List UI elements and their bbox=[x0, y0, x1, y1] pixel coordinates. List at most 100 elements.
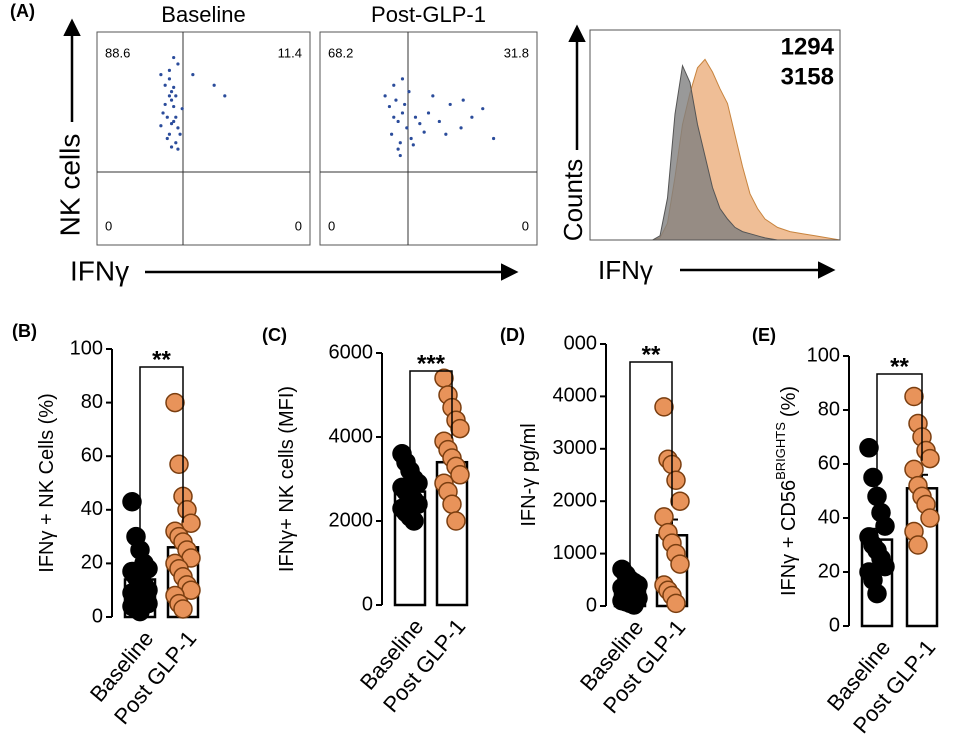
y-tick-label: 0 bbox=[586, 594, 597, 616]
y-axis-label-part: IFNγ + NK Cells (%) bbox=[36, 393, 58, 572]
y-axis-label-part: BRIGHTS bbox=[773, 422, 788, 480]
data-point bbox=[122, 492, 142, 512]
data-point bbox=[654, 397, 674, 417]
data-point bbox=[450, 465, 470, 485]
y-tick-label: 000 bbox=[564, 332, 597, 354]
y-tick-label: 2000 bbox=[329, 509, 374, 531]
event-dot bbox=[422, 130, 426, 134]
event-dot bbox=[437, 119, 441, 124]
data-point bbox=[920, 508, 940, 528]
data-point bbox=[670, 554, 690, 574]
quadrant-value: 11.4 bbox=[278, 45, 302, 60]
y-tick-label: 2000 bbox=[553, 489, 598, 511]
event-dot bbox=[180, 107, 184, 111]
event-dot bbox=[165, 136, 169, 141]
event-dot bbox=[396, 147, 400, 151]
data-point bbox=[169, 454, 189, 474]
event-dot bbox=[392, 115, 396, 119]
y-tick-label: 0 bbox=[92, 605, 103, 627]
event-dot bbox=[167, 77, 172, 81]
event-dot bbox=[223, 94, 227, 98]
significance-label: ** bbox=[890, 353, 909, 380]
event-dot bbox=[444, 132, 448, 136]
event-dot bbox=[396, 119, 400, 124]
event-dot bbox=[174, 141, 178, 145]
data-point bbox=[404, 511, 424, 531]
data-point bbox=[181, 513, 201, 533]
y-tick-label: 4000 bbox=[329, 425, 374, 447]
event-dot bbox=[392, 83, 396, 87]
quadrant-value: 0 bbox=[328, 218, 335, 233]
y-tick-label: 0 bbox=[362, 593, 373, 615]
y-axis-label: NK cells bbox=[54, 134, 85, 237]
quadrant-value: 68.2 bbox=[328, 45, 353, 60]
event-dot bbox=[167, 132, 172, 136]
y-axis-label: IFNγ+ NK cells (MFI) bbox=[276, 386, 298, 572]
event-dot bbox=[398, 141, 402, 145]
event-dot bbox=[461, 98, 465, 102]
y-tick-label: 100 bbox=[807, 344, 840, 366]
y-tick-label: 6000 bbox=[329, 341, 374, 363]
data-point bbox=[442, 494, 462, 514]
data-point bbox=[130, 601, 150, 622]
y-axis-label-part: IFNγ+ NK cells (MFI) bbox=[276, 386, 298, 572]
significance-label: ** bbox=[152, 346, 171, 373]
panel-label: (C) bbox=[262, 325, 287, 345]
event-dot bbox=[394, 98, 398, 102]
y-tick-label: 40 bbox=[818, 506, 840, 528]
panel-label: (B) bbox=[12, 321, 37, 341]
event-dot bbox=[167, 68, 172, 72]
event-dot bbox=[172, 104, 176, 109]
quadrant-value: 0 bbox=[295, 218, 302, 233]
x-axis-label: IFNγ bbox=[598, 255, 653, 285]
event-dot bbox=[470, 115, 474, 119]
event-dot bbox=[169, 121, 174, 126]
y-tick-label: 80 bbox=[818, 398, 840, 420]
data-point bbox=[165, 392, 185, 413]
event-dot bbox=[418, 121, 422, 126]
y-tick-label: 100 bbox=[70, 337, 103, 359]
data-point bbox=[666, 470, 686, 490]
event-dot bbox=[167, 94, 172, 98]
y-tick-label: 3000 bbox=[553, 437, 598, 459]
event-dot bbox=[174, 94, 178, 98]
plot-title: Baseline bbox=[161, 2, 245, 27]
data-point bbox=[624, 595, 644, 615]
event-dot bbox=[426, 111, 431, 115]
plot-frame bbox=[96, 31, 311, 246]
quadrant-value: 0 bbox=[105, 218, 112, 233]
data-point bbox=[670, 491, 690, 511]
event-dot bbox=[169, 145, 174, 149]
data-point bbox=[446, 511, 466, 531]
data-point bbox=[908, 535, 928, 555]
event-dot bbox=[212, 83, 216, 87]
event-dot bbox=[448, 102, 452, 107]
data-point bbox=[875, 516, 895, 536]
y-axis-label-part: IFN-γ pg/ml bbox=[518, 423, 540, 526]
event-dot bbox=[176, 62, 180, 66]
plot-frame bbox=[589, 29, 841, 241]
quadrant-value: 31.8 bbox=[504, 45, 529, 60]
y-tick-label: 1000 bbox=[553, 542, 598, 564]
event-dot bbox=[174, 115, 178, 119]
event-dot bbox=[163, 83, 167, 87]
data-point bbox=[859, 438, 879, 458]
significance-label: ** bbox=[642, 341, 661, 368]
event-dot bbox=[405, 126, 409, 130]
event-dot bbox=[165, 115, 169, 119]
significance-label: *** bbox=[417, 350, 446, 377]
panel-label: (A) bbox=[10, 1, 35, 21]
plot-frame bbox=[319, 31, 538, 246]
y-tick-label: 0 bbox=[829, 614, 840, 636]
data-point bbox=[450, 418, 470, 439]
event-dot bbox=[172, 85, 176, 89]
event-dot bbox=[411, 143, 415, 147]
panel-label: (D) bbox=[500, 325, 525, 345]
event-dot bbox=[492, 136, 496, 141]
y-tick-label: 40 bbox=[81, 498, 103, 520]
y-axis-label: IFNγ + CD56BRIGHTS (%) bbox=[773, 386, 800, 596]
event-dot bbox=[431, 94, 435, 98]
event-dot bbox=[161, 111, 165, 115]
event-dot bbox=[459, 126, 463, 130]
